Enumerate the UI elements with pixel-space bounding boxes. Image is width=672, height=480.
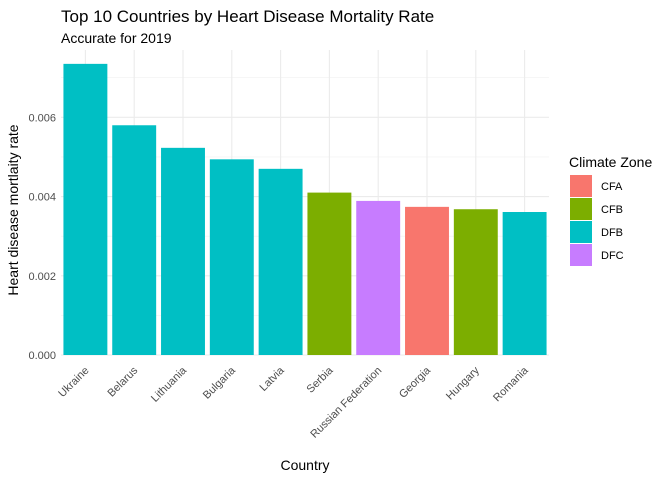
chart-title: Top 10 Countries by Heart Disease Mortal… — [61, 7, 434, 26]
x-tick-label: Serbia — [305, 364, 337, 396]
bar — [63, 63, 108, 355]
x-tick-label: Georgia — [397, 364, 434, 401]
bar — [161, 147, 205, 355]
y-tick-label: 0.004 — [28, 192, 56, 204]
x-axis-label: Country — [280, 457, 329, 473]
bar — [307, 192, 352, 355]
legend-swatch — [570, 221, 592, 243]
legend-swatch — [570, 244, 592, 266]
y-axis-label: Heart disease mortlaity rate — [5, 124, 21, 295]
bar — [405, 206, 449, 355]
x-axis-ticks: Ukraine Belarus Lithuania Bulgaria Latvia Ser… — [56, 364, 531, 441]
x-tick-label: Latvia — [257, 364, 287, 394]
x-tick-label: Hungary — [444, 364, 482, 402]
bar — [453, 209, 498, 355]
legend-title: Climate Zone — [569, 154, 652, 170]
x-tick-label: Belarus — [105, 364, 140, 399]
bar — [356, 200, 401, 355]
y-tick-label: 0.000 — [28, 350, 56, 362]
bar — [209, 159, 254, 355]
bar — [112, 125, 157, 356]
x-tick-label: Ukraine — [56, 365, 91, 400]
x-tick-label: Bulgaria — [201, 364, 239, 402]
y-tick-label: 0.006 — [28, 112, 56, 124]
y-axis-ticks: 0.000 0.002 0.004 0.006 — [28, 112, 56, 362]
legend: Climate Zone CFA CFB DFB DFC — [569, 154, 652, 266]
chart-subtitle: Accurate for 2019 — [61, 30, 172, 46]
legend-entry-label: CFA — [601, 181, 623, 193]
y-tick-label: 0.002 — [28, 271, 56, 283]
bar — [258, 168, 303, 355]
legend-swatch — [570, 175, 592, 197]
legend-entry-label: DFB — [601, 227, 623, 239]
legend-entry-label: CFB — [601, 204, 623, 216]
x-tick-label: Lithuania — [149, 364, 190, 405]
x-tick-label: Romania — [491, 364, 531, 404]
legend-swatch — [570, 198, 592, 220]
bars — [63, 63, 547, 356]
legend-entry-label: DFC — [601, 250, 624, 262]
bar — [502, 212, 547, 355]
